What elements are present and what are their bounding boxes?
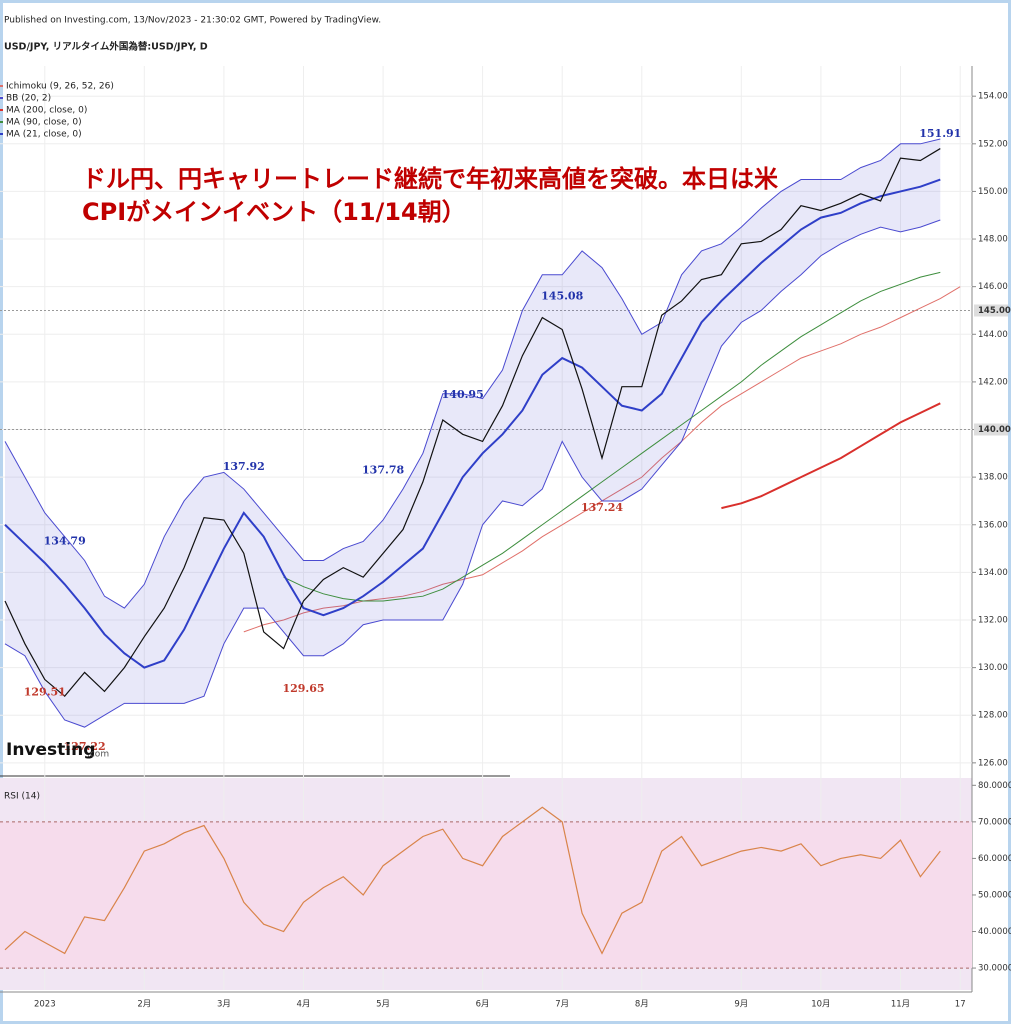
highs-label: 137.92: [223, 460, 265, 473]
rsi-title: RSI (14): [4, 792, 40, 802]
lows-label: 129.65: [282, 682, 324, 695]
highs-label: 145.08: [541, 290, 583, 303]
x-tick-label: 10月: [811, 1000, 830, 1010]
y-tick-label: 142.00: [978, 377, 1008, 387]
series-line: [4, 178, 941, 669]
band-fill: [0, 821, 972, 969]
y-tick-label: 132.00: [978, 616, 1008, 626]
y-tick-label: 130.00: [978, 663, 1008, 673]
y-tick-label: 154.00: [978, 92, 1008, 102]
y-tick-label: 126.00: [978, 758, 1008, 768]
x-tick-label: 6月: [476, 1000, 490, 1010]
headline: ドル円、円キャリートレード継続で年初来高値を突破。本日は米: [82, 165, 778, 193]
x-tick-label: 5月: [376, 1000, 390, 1010]
logo-suffix: .com: [87, 750, 109, 760]
x-tick-label: 3月: [217, 1000, 231, 1010]
x-tick-label: 4月: [297, 1000, 311, 1010]
y-tick-label: 134.00: [978, 568, 1008, 578]
y-tick-label: 138.00: [978, 473, 1008, 483]
y-tick-label: 152.00: [978, 139, 1008, 149]
y-tick-label: 136.00: [978, 520, 1008, 530]
y-tick-label: 70.0000: [978, 817, 1011, 827]
lows-label: 137.24: [581, 501, 623, 514]
band-area: [5, 139, 941, 728]
series-line: [4, 219, 941, 728]
y-tick-label: 30.0000: [978, 964, 1011, 974]
series-line: [283, 271, 941, 602]
y-tick-label: 146.00: [978, 282, 1008, 292]
legend-entry: BB (20, 2): [6, 94, 51, 104]
x-tick-label: 7月: [555, 1000, 569, 1010]
highs-label: 151.91: [919, 127, 961, 140]
series-line: [4, 148, 941, 698]
legend-entry: MA (90, close, 0): [6, 118, 82, 128]
y-tick-label: 80.0000: [978, 781, 1011, 791]
legend-entry: MA (200, close, 0): [6, 106, 87, 116]
headline: CPIがメインイベント（11/14朝）: [82, 198, 466, 226]
lows-label: 127.22: [64, 740, 106, 753]
x-tick-label: 8月: [635, 1000, 649, 1010]
legend-entry: Ichimoku (9, 26, 52, 26): [6, 82, 114, 92]
published: Published on Investing.com, 13/Nov/2023 …: [4, 16, 381, 26]
x-tick-label: 2月: [137, 1000, 151, 1010]
series-line: [721, 402, 941, 510]
lows-label: 129.51: [24, 685, 66, 698]
y-tick-label: 128.00: [978, 711, 1008, 721]
x-tick-label: 17: [955, 1000, 966, 1010]
x-tick-label: 9月: [734, 1000, 748, 1010]
y-tick-label: 60.0000: [978, 854, 1011, 864]
logo: Investing: [6, 740, 95, 760]
legend-entry: MA (21, close, 0): [6, 130, 82, 140]
highs-label: 134.79: [44, 535, 86, 548]
x-tick-label: 2023: [34, 1000, 56, 1010]
h-line-label: 145.00: [978, 306, 1011, 316]
y-tick-label: 40.0000: [978, 927, 1011, 937]
h-line-tag: [974, 304, 1008, 317]
y-tick-label: 144.00: [978, 330, 1008, 340]
highs-label: 140.95: [442, 388, 484, 401]
h-line-tag: [974, 423, 1008, 436]
series-line: [4, 138, 941, 609]
y-tick-label: 148.00: [978, 235, 1008, 245]
highs-label: 137.78: [362, 463, 404, 476]
h-line-label: 140.00: [978, 425, 1011, 435]
series-line: [4, 806, 941, 955]
y-tick-label: 50.0000: [978, 890, 1011, 900]
x-tick-label: 11月: [891, 1000, 910, 1010]
y-tick-label: 150.00: [978, 187, 1008, 197]
symbol: USD/JPY, リアルタイム外国為替:USD/JPY, D: [4, 41, 208, 53]
